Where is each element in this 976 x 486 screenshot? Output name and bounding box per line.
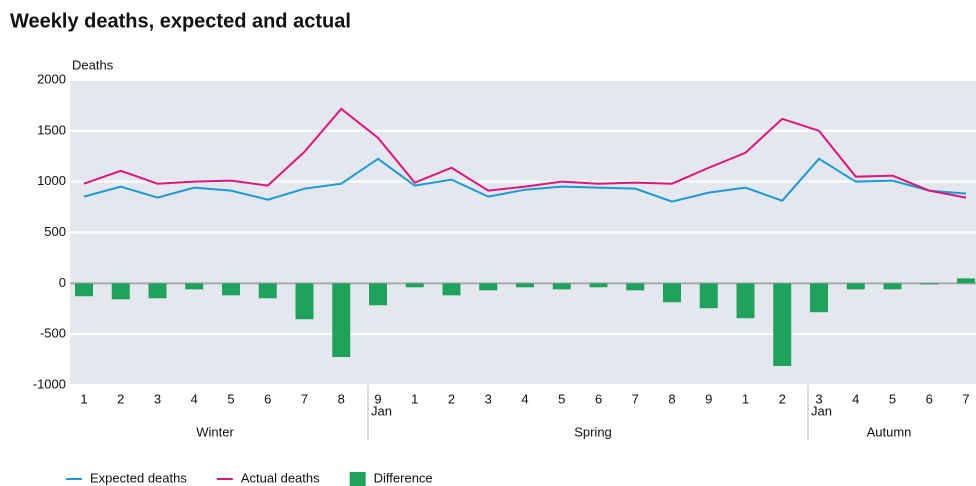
bar xyxy=(516,283,534,288)
x-tick-label: 1 xyxy=(411,391,418,406)
x-tick-label: 7 xyxy=(301,391,308,406)
bar xyxy=(846,283,865,290)
bar xyxy=(185,283,204,290)
x-tick-label: 2 xyxy=(117,391,124,406)
x-tick-label: 1 xyxy=(742,391,749,406)
bar xyxy=(957,278,975,284)
x-tick-label: 9 xyxy=(705,391,712,406)
group-label: Spring xyxy=(574,424,612,439)
y-tick-label: 2000 xyxy=(37,71,66,86)
bar xyxy=(773,283,792,366)
y-tick-label: 1500 xyxy=(37,122,66,137)
bar xyxy=(883,283,902,290)
bar xyxy=(699,283,718,309)
bar xyxy=(405,283,424,288)
bar xyxy=(736,283,755,319)
x-tick-label: 6 xyxy=(926,391,933,406)
unit-label: Deaths xyxy=(72,57,114,72)
legend-swatch xyxy=(349,472,366,486)
bar xyxy=(148,283,167,299)
bar xyxy=(810,283,828,313)
x-tick-label: 7 xyxy=(962,391,969,406)
bar xyxy=(626,283,645,291)
y-tick-label: 500 xyxy=(44,224,66,239)
bar xyxy=(369,283,387,306)
annotation: Jan xyxy=(371,403,392,418)
bar xyxy=(295,283,314,320)
legend-label: Actual deaths xyxy=(241,470,320,485)
x-tick-label: 7 xyxy=(632,391,639,406)
x-tick-label: 5 xyxy=(227,391,234,406)
x-tick-label: 3 xyxy=(815,391,822,406)
x-tick-label: 4 xyxy=(191,391,198,406)
x-tick-label: 9 xyxy=(374,391,381,406)
bar xyxy=(258,283,277,299)
bar xyxy=(332,283,351,358)
group-label: Autumn xyxy=(867,424,912,439)
x-tick-label: 5 xyxy=(889,391,896,406)
chart-title: Weekly deaths, expected and actual xyxy=(10,10,351,32)
x-tick-label: 3 xyxy=(485,391,492,406)
bar xyxy=(442,283,461,296)
bar xyxy=(222,283,240,296)
x-tick-label: 2 xyxy=(448,391,455,406)
x-tick-label: 4 xyxy=(852,391,859,406)
bar xyxy=(663,283,681,303)
x-tick-label: 6 xyxy=(595,391,602,406)
line xyxy=(83,157,967,203)
y-tick-label: 0 xyxy=(59,275,66,290)
x-tick-label: 5 xyxy=(558,391,565,406)
x-tick-label: 8 xyxy=(338,391,345,406)
bar xyxy=(111,283,130,300)
bar xyxy=(920,283,939,285)
bar xyxy=(75,283,93,297)
x-tick-label: 1 xyxy=(80,391,87,406)
legend-label: Difference xyxy=(374,470,433,485)
y-tick-label: -500 xyxy=(40,326,66,341)
x-tick-label: 4 xyxy=(521,391,528,406)
x-tick-label: 3 xyxy=(154,391,161,406)
group-label: Winter xyxy=(196,424,234,439)
line xyxy=(83,107,967,199)
x-tick-label: 6 xyxy=(264,391,271,406)
x-tick-label: 8 xyxy=(668,391,675,406)
bar xyxy=(589,283,608,288)
bar xyxy=(552,283,571,290)
bar xyxy=(479,283,498,291)
x-tick-label: 2 xyxy=(779,391,786,406)
legend-label: Expected deaths xyxy=(90,470,187,485)
y-tick-label: -1000 xyxy=(33,376,66,391)
annotation: Jan xyxy=(811,403,832,418)
y-tick-label: 1000 xyxy=(37,173,66,188)
